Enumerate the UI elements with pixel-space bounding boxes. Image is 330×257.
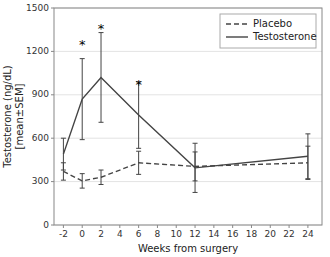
annotation: * — [135, 77, 142, 92]
x-axis-label: Weeks from surgery — [138, 243, 238, 254]
x-tick-label: 10 — [171, 229, 183, 239]
series — [61, 146, 310, 188]
x-tick-label: 0 — [79, 229, 85, 239]
x-tick-label: 12 — [189, 229, 200, 239]
error-bar — [61, 138, 66, 170]
y-tick-label: 1500 — [26, 3, 49, 13]
y-axis-label-line: Testosterone (ng/dL) — [2, 65, 13, 169]
x-tick — [63, 225, 64, 228]
annotation: * — [98, 21, 105, 36]
x-tick-label: 22 — [283, 229, 294, 239]
x-axis: -2024681012141618202224 — [59, 225, 314, 239]
y-tick-label: 0 — [43, 220, 49, 230]
y-tick-label: 600 — [32, 133, 49, 143]
legend-swatch — [226, 36, 248, 37]
grid-line — [54, 51, 322, 52]
x-tick-label: 18 — [246, 229, 258, 239]
grid-line — [54, 138, 322, 139]
y-tick — [51, 181, 54, 182]
y-axis-label-line: [mean±SEM] — [14, 83, 25, 149]
y-axis: 0 300 600 900 1200 1500 — [26, 3, 54, 230]
y-tick — [51, 8, 54, 9]
x-tick — [213, 225, 214, 228]
annotation: * — [79, 37, 86, 52]
x-tick — [82, 225, 83, 228]
x-tick — [101, 225, 102, 228]
y-axis-label: Testosterone (ng/dL)[mean±SEM] — [2, 65, 25, 169]
x-tick-label: 2 — [98, 229, 104, 239]
x-tick — [157, 225, 158, 228]
y-tick-label: 300 — [32, 176, 49, 186]
grid — [54, 8, 322, 225]
error-bar — [80, 59, 85, 140]
x-tick — [251, 225, 252, 228]
error-bar — [193, 143, 198, 192]
x-tick — [138, 225, 139, 228]
x-tick — [270, 225, 271, 228]
legend-label: Placebo — [253, 18, 292, 29]
x-tick — [195, 225, 196, 228]
grid-line — [54, 94, 322, 95]
x-tick-label: 20 — [265, 229, 277, 239]
y-tick-label: 1200 — [26, 46, 49, 56]
error-bar — [136, 151, 141, 174]
y-tick — [51, 138, 54, 139]
y-tick-label: 900 — [32, 89, 49, 99]
error-bar — [80, 174, 85, 188]
legend: Placebo Testosterone — [220, 14, 317, 48]
grid-line — [54, 181, 322, 182]
x-tick — [119, 225, 120, 228]
legend-box — [220, 14, 316, 48]
y-tick — [51, 51, 54, 52]
annotations: * * * — [79, 21, 142, 92]
x-tick — [176, 225, 177, 228]
x-tick-label: -2 — [59, 229, 68, 239]
x-tick-label: 16 — [227, 229, 239, 239]
x-tick-label: 4 — [117, 229, 123, 239]
x-tick-label: 8 — [155, 229, 161, 239]
x-tick-label: 24 — [302, 229, 314, 239]
legend-label: Testosterone — [252, 31, 317, 42]
x-tick — [289, 225, 290, 228]
series — [61, 33, 310, 193]
error-bar — [305, 134, 310, 179]
chart: 030060090012001500-202468101214161820222… — [0, 0, 330, 257]
x-tick-label: 6 — [136, 229, 142, 239]
x-tick — [232, 225, 233, 228]
y-tick — [51, 94, 54, 95]
error-bar — [99, 33, 104, 123]
plot-data — [61, 33, 310, 193]
x-tick-label: 14 — [208, 229, 220, 239]
legend-swatch — [226, 23, 248, 24]
error-bar — [99, 170, 104, 184]
x-tick — [307, 225, 308, 228]
series-line — [63, 163, 307, 181]
y-tick — [51, 225, 54, 226]
plot-frame — [54, 8, 322, 225]
